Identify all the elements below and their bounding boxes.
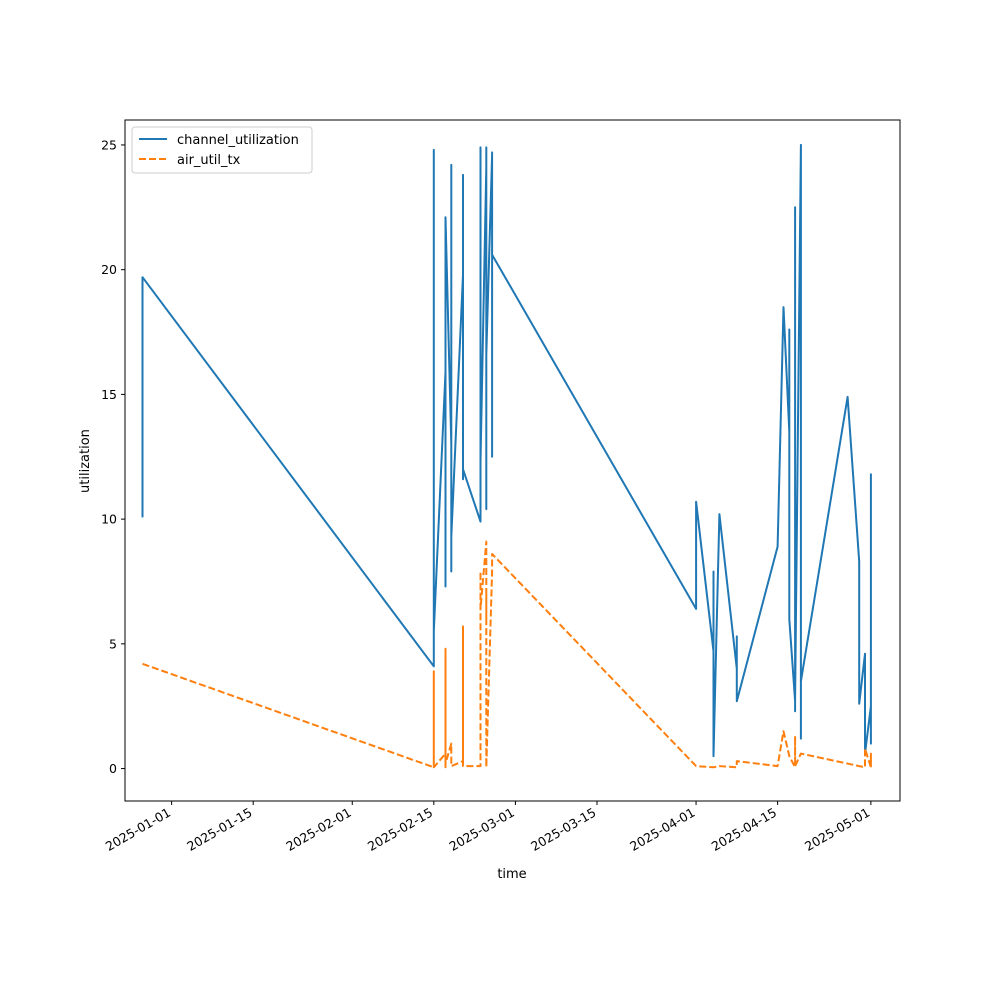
y-tick-label: 20 bbox=[101, 262, 117, 277]
legend-label-channel-utilization: channel_utilization bbox=[177, 133, 299, 148]
x-axis-label: time bbox=[497, 867, 526, 882]
series-layer bbox=[141, 143, 872, 769]
y-axis: 0 5 10 15 20 25 bbox=[101, 137, 125, 776]
legend-label-air-util-tx: air_util_tx bbox=[177, 153, 241, 168]
series-line-air-util-tx bbox=[142, 540, 872, 769]
y-axis-label: utilization bbox=[78, 429, 93, 493]
y-tick-label: 10 bbox=[101, 512, 117, 527]
plot-frame bbox=[124, 119, 901, 802]
y-tick-label: 0 bbox=[109, 761, 117, 776]
legend: channel_utilization air_util_tx bbox=[131, 126, 313, 174]
series-line-channel-utilization bbox=[141, 143, 872, 758]
y-tick-label: 5 bbox=[109, 636, 117, 651]
y-tick-label: 15 bbox=[101, 387, 117, 402]
legend-box bbox=[131, 126, 313, 174]
y-tick-label: 25 bbox=[101, 137, 117, 152]
